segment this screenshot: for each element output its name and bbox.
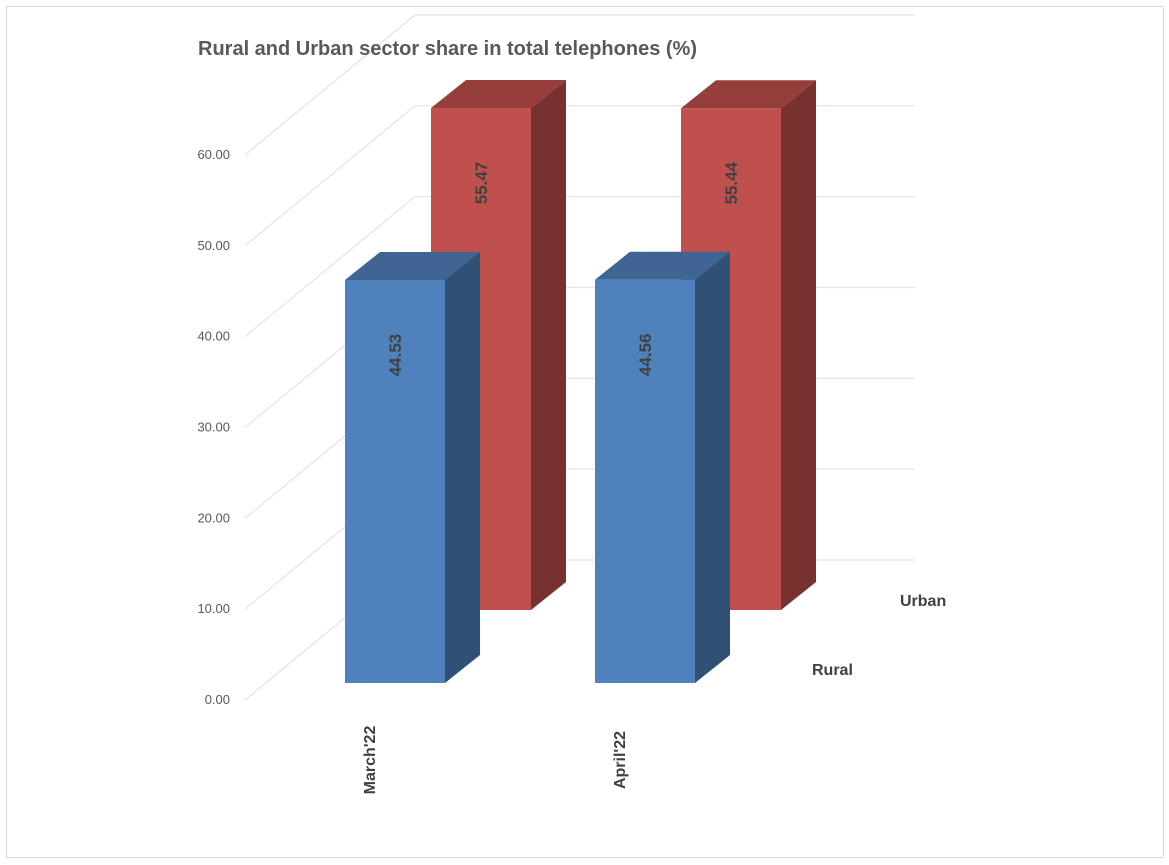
y-tick-label: 60.00 (197, 147, 230, 162)
data-label: 55.47 (472, 162, 491, 205)
labels: 0.00 10.00 20.00 30.00 40.00 50.00 60.00 55.47 5… (197, 147, 946, 794)
category-label: March'22 (362, 726, 379, 795)
y-tick-label: 50.00 (197, 238, 230, 253)
bar-rural-front (595, 279, 695, 683)
bar-urban-top (681, 80, 816, 109)
gridline (244, 14, 915, 156)
bar-rural-side (695, 251, 730, 683)
bar-rural-top (345, 252, 480, 281)
category-label: April'22 (612, 731, 629, 789)
y-tick-label: 30.00 (197, 420, 230, 435)
bar-urban-side (781, 80, 816, 610)
data-label: 44.56 (636, 333, 655, 376)
y-tick-label: 40.00 (197, 329, 230, 344)
bar-rural-front (345, 280, 445, 683)
bar-urban-side (531, 79, 566, 610)
y-tick-label: 10.00 (197, 601, 230, 616)
chart-title: Rural and Urban sector share in total te… (198, 38, 697, 60)
data-label: 44.53 (386, 334, 405, 377)
y-tick-label: 0.00 (205, 692, 230, 707)
series-label-rural: Rural (812, 662, 853, 679)
bar-rural-top (595, 251, 730, 280)
bars (345, 79, 816, 684)
y-tick-label: 20.00 (197, 510, 230, 525)
data-label: 55.44 (722, 161, 741, 204)
chart-frame (6, 6, 1164, 858)
bar-rural-side (445, 252, 480, 684)
series-label-urban: Urban (900, 593, 946, 610)
bar-urban-top (431, 79, 566, 108)
